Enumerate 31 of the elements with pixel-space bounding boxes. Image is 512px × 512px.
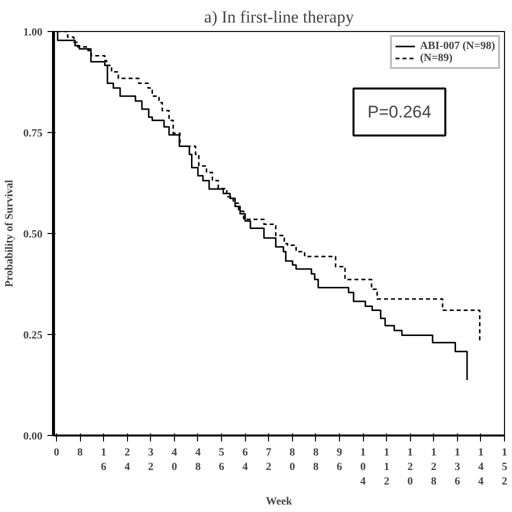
x-tick-label: 8 0 (290, 446, 296, 473)
x-tick-label: 7 2 (266, 446, 272, 473)
x-tick-label: 2 4 (124, 446, 130, 473)
x-tick-label: 1 3 6 (454, 446, 461, 488)
x-tick-label: 4 0 (172, 446, 178, 473)
x-tick-label: 1 0 4 (360, 446, 366, 488)
legend-label: (N=89) (420, 52, 453, 64)
x-tick-label: 0 (54, 446, 60, 458)
y-tick-label: 0.75 (23, 128, 43, 140)
x-axis-title: Week (266, 495, 294, 508)
x-tick-label: 5 6 (218, 446, 225, 473)
x-tick-label: 1 5 2 (502, 446, 508, 488)
x-tick-label: 1 2 0 (407, 446, 414, 488)
y-tick-label: 0.25 (23, 330, 43, 342)
x-tick-label: 4 8 (195, 446, 202, 473)
x-tick-label: 8 (77, 446, 84, 458)
y-tick-label: 0.50 (23, 228, 43, 240)
legend-label: ABI-007 (N=98) (420, 40, 495, 52)
x-tick-label: 3 2 (148, 446, 154, 473)
x-tick-label: 1 6 (100, 446, 107, 473)
y-tick-label: 0.00 (23, 430, 43, 442)
x-tick-label: 1 4 4 (478, 446, 484, 488)
y-tick-label: 1.00 (23, 26, 43, 38)
x-tick-label: 9 6 (336, 446, 343, 473)
x-tick-label: 1 2 8 (431, 446, 438, 488)
x-tick-label: 6 4 (242, 446, 248, 473)
annotation: P=0.264 (368, 102, 432, 122)
x-tick-label: 1 1 2 (384, 446, 390, 488)
chart-title: a) In first-line therapy (204, 8, 354, 26)
y-axis-title: Probability of Survival (3, 180, 16, 288)
x-tick-label: 8 8 (313, 446, 320, 473)
